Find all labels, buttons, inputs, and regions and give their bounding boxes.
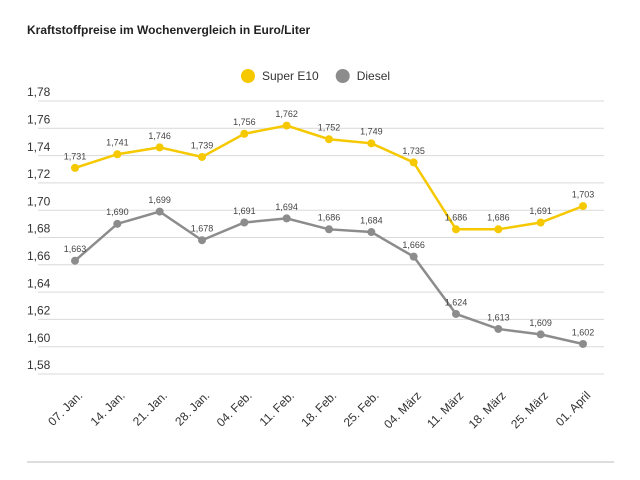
data-point (282, 214, 291, 223)
x-tick-label: 14. Jan. (88, 388, 128, 428)
data-label: 1,613 (487, 312, 510, 322)
data-point (325, 225, 333, 234)
data-point (409, 158, 418, 167)
data-label: 1,678 (191, 224, 214, 234)
legend-label: Diesel (357, 69, 390, 83)
x-tick-label: 28. Jan. (172, 388, 212, 428)
y-tick-label: 1,60 (27, 331, 51, 345)
x-tick-label: 18. Feb. (298, 388, 339, 429)
x-tick-label: 25. März (508, 388, 551, 431)
data-point (536, 330, 545, 339)
data-point (282, 121, 291, 130)
data-label: 1,699 (148, 195, 171, 205)
data-point (325, 135, 333, 144)
legend-label: Super E10 (262, 69, 319, 83)
data-point (113, 219, 122, 228)
data-label: 1,686 (318, 213, 341, 223)
x-tick-label: 04. März (381, 388, 424, 431)
y-tick-label: 1,70 (27, 194, 51, 208)
data-label: 1,752 (318, 123, 341, 133)
data-label: 1,663 (64, 244, 87, 254)
data-label: 1,609 (529, 318, 552, 328)
data-label: 1,694 (275, 202, 298, 212)
y-tick-label: 1,58 (27, 358, 51, 372)
data-label: 1,686 (487, 213, 510, 223)
data-point (240, 218, 249, 227)
data-label: 1,703 (572, 189, 595, 199)
y-tick-label: 1,76 (27, 112, 51, 126)
x-tick-label: 21. Jan. (130, 388, 170, 428)
data-label: 1,731 (64, 151, 87, 161)
data-point (536, 218, 545, 227)
data-point (71, 256, 79, 265)
data-label: 1,762 (275, 109, 298, 119)
x-tick-label: 18. März (466, 388, 509, 431)
legend-marker (241, 69, 255, 83)
data-label: 1,624 (445, 297, 468, 307)
data-point (155, 143, 164, 152)
data-label: 1,691 (233, 206, 256, 216)
data-point (367, 139, 376, 148)
data-label: 1,756 (233, 117, 256, 127)
data-point (579, 202, 587, 211)
data-point (494, 324, 503, 333)
data-point (367, 228, 376, 237)
data-point (452, 225, 460, 234)
data-point (155, 207, 164, 216)
data-point (198, 236, 206, 245)
data-point (71, 163, 79, 172)
data-label: 1,735 (402, 146, 425, 156)
y-tick-label: 1,68 (27, 222, 51, 236)
y-tick-label: 1,62 (27, 304, 51, 318)
data-point (409, 252, 418, 261)
data-point (198, 152, 206, 161)
data-label: 1,739 (191, 140, 214, 150)
data-label: 1,691 (529, 206, 552, 216)
data-label: 1,684 (360, 215, 383, 225)
legend-marker (335, 69, 350, 83)
x-tick-label: 01. April (553, 388, 594, 429)
y-tick-label: 1,66 (27, 249, 51, 263)
data-label: 1,690 (106, 207, 129, 217)
x-tick-label: 25. Feb. (341, 388, 382, 429)
data-label: 1,749 (360, 127, 383, 137)
data-label: 1,666 (402, 240, 425, 250)
data-point (579, 339, 587, 348)
data-label: 1,602 (572, 327, 595, 337)
x-tick-label: 07. Jan. (45, 388, 85, 428)
data-label: 1,746 (148, 131, 171, 141)
y-tick-label: 1,64 (27, 276, 51, 290)
chart-title: Kraftstoffpreise im Wochenvergleich in E… (27, 23, 310, 37)
data-point (240, 129, 249, 138)
data-point (494, 225, 503, 234)
data-point (113, 150, 122, 159)
x-tick-label: 11. Feb. (257, 388, 297, 428)
data-label: 1,686 (445, 213, 468, 223)
y-tick-label: 1,74 (27, 140, 51, 154)
x-tick-label: 04. Feb. (214, 388, 255, 429)
x-tick-label: 11. März (424, 388, 466, 430)
data-point (452, 309, 460, 318)
y-tick-label: 1,72 (27, 167, 51, 181)
data-label: 1,741 (106, 138, 129, 148)
y-tick-label: 1,78 (27, 85, 51, 99)
